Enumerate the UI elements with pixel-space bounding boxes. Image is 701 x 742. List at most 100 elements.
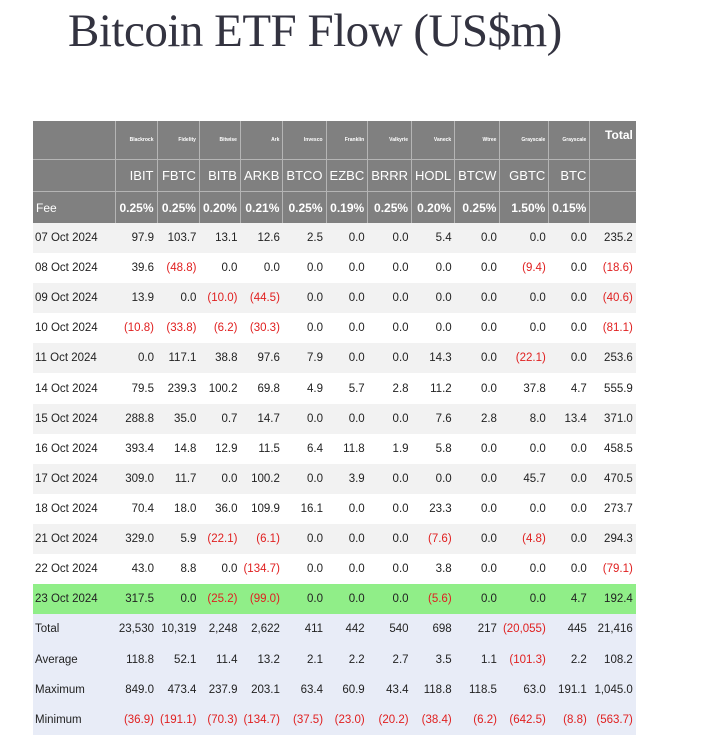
issuer-header-row: Blackrock Fidelity Bitwise Ark Invesco Frankl… [33,121,636,160]
flow-cell: 0.0 [115,343,157,374]
flow-cell: 0.0 [367,584,412,615]
stat-cell: 60.9 [326,674,368,705]
flow-cell: 0.0 [282,403,327,434]
flow-cell: 8.8 [157,554,200,585]
flow-cell: 0.0 [454,223,500,254]
etf-flow-table: Blackrock Fidelity Bitwise Ark Invesco Frankl… [33,121,636,735]
fee-cell: 0.25% [367,191,412,223]
total-spacer [589,191,636,223]
fee-header-row: Fee 0.25% 0.25% 0.20% 0.21% 0.25% 0.19% 0.25% 0.… [33,191,636,223]
flow-cell: (22.1) [199,523,241,555]
stat-cell: 217 [454,614,500,645]
row-date: 18 Oct 2024 [33,493,115,524]
flow-cell: 0.0 [282,283,327,314]
stat-cell: 540 [367,614,412,645]
ticker-header: BTC [548,159,590,192]
flow-cell: 1.9 [367,433,412,464]
table-row: 18 Oct 2024 70.4 18.0 36.0 109.9 16.1 0.0 0.0 23… [33,493,636,524]
stat-cell: 2.2 [548,644,590,675]
issuer-header: Invesco [282,121,327,160]
flow-cell: 0.0 [367,403,412,434]
flow-cell: 0.0 [367,523,412,555]
flow-cell: 36.0 [199,493,241,524]
flow-cell: 0.0 [326,584,368,615]
flow-cell: 0.0 [367,313,412,344]
flow-cell: 0.7 [199,403,241,434]
flow-cell: 0.0 [548,523,590,555]
flow-cell: 39.6 [115,253,157,284]
flow-cell: 371.0 [589,403,636,434]
stat-cell: (20,055) [499,614,549,645]
table-row: 09 Oct 2024 13.9 0.0 (10.0) (44.5) 0.0 0.0 0.0 0… [33,283,636,314]
corner-cell [33,159,115,192]
flow-cell: 6.4 [282,433,327,464]
stat-cell: 2.1 [282,644,327,675]
flow-cell: 0.0 [367,343,412,374]
flow-cell: (6.2) [199,313,241,344]
fee-cell: 1.50% [499,191,549,223]
flow-cell: 309.0 [115,463,157,494]
flow-cell: 0.0 [411,463,455,494]
stat-cell: 63.4 [282,674,327,705]
flow-cell: (22.1) [499,343,549,374]
flow-cell: 0.0 [499,493,549,524]
flow-cell: 97.9 [115,223,157,254]
fee-cell: 0.25% [454,191,500,223]
flow-cell: 109.9 [240,493,283,524]
stat-cell: (101.3) [499,644,549,675]
flow-cell: 0.0 [454,584,500,615]
stat-label: Maximum [33,674,115,705]
row-date: 23 Oct 2024 [33,584,115,615]
flow-cell: 13.4 [548,403,590,434]
table-row: 15 Oct 2024 288.8 35.0 0.7 14.7 0.0 0.0 0.0 7.6 2… [33,403,636,434]
table-row: 14 Oct 2024 79.5 239.3 100.2 69.8 4.9 5.7 2.8 11… [33,373,636,404]
ticker-header: EZBC [325,159,368,192]
flow-cell: 0.0 [367,253,412,284]
flow-cell: 0.0 [326,343,368,374]
flow-cell: 13.9 [115,283,157,314]
flow-cell: 0.0 [454,313,500,344]
row-date: 14 Oct 2024 [33,373,115,404]
table-row: 17 Oct 2024 309.0 11.7 0.0 100.2 0.0 3.9 0.0 0.0… [33,463,636,494]
flow-cell: 0.0 [199,554,241,585]
flow-cell: (30.3) [240,313,283,344]
flow-cell: 0.0 [411,313,455,344]
flow-cell: 0.0 [454,463,500,494]
row-date: 21 Oct 2024 [33,523,115,555]
issuer-header: Ark [239,121,283,160]
stat-cell: (70.3) [199,704,241,735]
flow-cell: (18.6) [589,253,636,284]
flow-cell: 0.0 [282,253,327,284]
total-spacer [589,159,636,192]
stat-cell: (37.5) [282,704,327,735]
ticker-header: FBTC [156,159,200,192]
flow-cell: 7.6 [411,403,455,434]
flow-cell: 37.8 [499,373,549,404]
stat-cell: 203.1 [240,674,283,705]
flow-cell: 470.5 [589,463,636,494]
flow-cell: 3.8 [411,554,455,585]
flow-cell: 4.7 [548,373,590,404]
stat-cell: 11.4 [199,644,241,675]
fee-cell: 0.15% [548,191,590,223]
flow-cell: 235.2 [589,223,636,254]
table-row: 23 Oct 2024 317.5 0.0 (25.2) (99.0) 0.0 0.0 0.0… [33,584,636,615]
ticker-header: BRRR [367,159,412,192]
flow-cell: 0.0 [454,253,500,284]
stat-cell: 473.4 [157,674,200,705]
flow-cell: 3.9 [326,463,368,494]
flow-cell: 0.0 [454,493,500,524]
stat-cell: (38.4) [411,704,455,735]
row-date: 16 Oct 2024 [33,433,115,464]
corner-cell [33,121,115,160]
stats-row: Minimum (36.9) (191.1) (70.3) (134.7) (37.5)(… [33,704,636,735]
stats-row: Total 23,530 10,319 2,248 2,622 411 442 540 698 2… [33,614,636,645]
flow-cell: 18.0 [157,493,200,524]
flow-cell: 288.8 [115,403,157,434]
flow-cell: 117.1 [157,343,200,374]
issuer-header: Grayscale [499,121,549,160]
stat-cell: 118.8 [115,644,157,675]
issuer-header: Bitwise [198,121,241,160]
stat-cell: (6.2) [454,704,500,735]
flow-cell: 0.0 [326,223,368,254]
